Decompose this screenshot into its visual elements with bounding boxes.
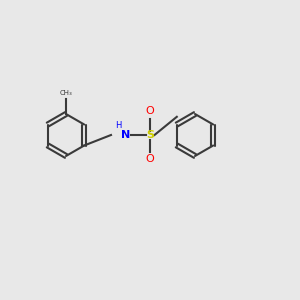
Text: CH₃: CH₃ bbox=[60, 90, 72, 96]
Text: O: O bbox=[146, 154, 154, 164]
Text: O: O bbox=[146, 106, 154, 116]
Text: H: H bbox=[115, 122, 122, 130]
Text: S: S bbox=[146, 130, 154, 140]
Text: N: N bbox=[122, 130, 130, 140]
